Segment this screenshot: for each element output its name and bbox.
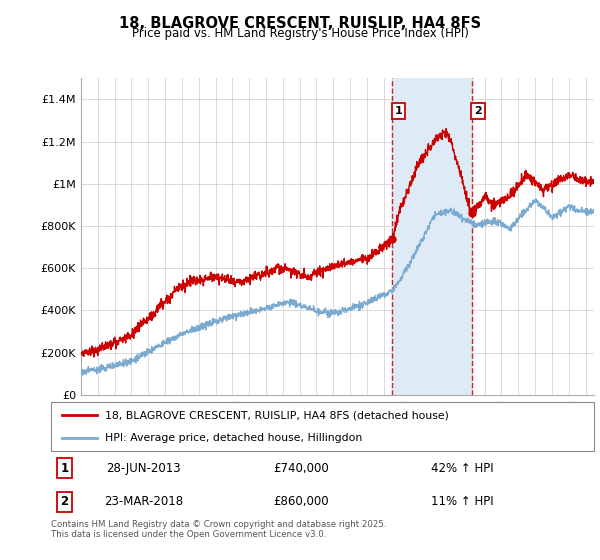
Text: 2: 2	[474, 106, 482, 116]
Text: HPI: Average price, detached house, Hillingdon: HPI: Average price, detached house, Hill…	[106, 433, 362, 444]
Text: £740,000: £740,000	[273, 461, 329, 474]
Text: 42% ↑ HPI: 42% ↑ HPI	[431, 461, 494, 474]
Text: 18, BLAGROVE CRESCENT, RUISLIP, HA4 8FS: 18, BLAGROVE CRESCENT, RUISLIP, HA4 8FS	[119, 16, 481, 31]
Text: Contains HM Land Registry data © Crown copyright and database right 2025.
This d: Contains HM Land Registry data © Crown c…	[51, 520, 386, 539]
Bar	[392, 78, 472, 395]
Text: 2: 2	[61, 496, 68, 508]
Text: Price paid vs. HM Land Registry's House Price Index (HPI): Price paid vs. HM Land Registry's House …	[131, 27, 469, 40]
Text: 23-MAR-2018: 23-MAR-2018	[104, 496, 183, 508]
Text: £860,000: £860,000	[273, 496, 329, 508]
Text: 1: 1	[61, 461, 68, 474]
Text: 18, BLAGROVE CRESCENT, RUISLIP, HA4 8FS (detached house): 18, BLAGROVE CRESCENT, RUISLIP, HA4 8FS …	[106, 410, 449, 421]
FancyBboxPatch shape	[51, 402, 594, 451]
Text: 28-JUN-2013: 28-JUN-2013	[106, 461, 181, 474]
Text: 11% ↑ HPI: 11% ↑ HPI	[431, 496, 494, 508]
Text: 1: 1	[395, 106, 402, 116]
